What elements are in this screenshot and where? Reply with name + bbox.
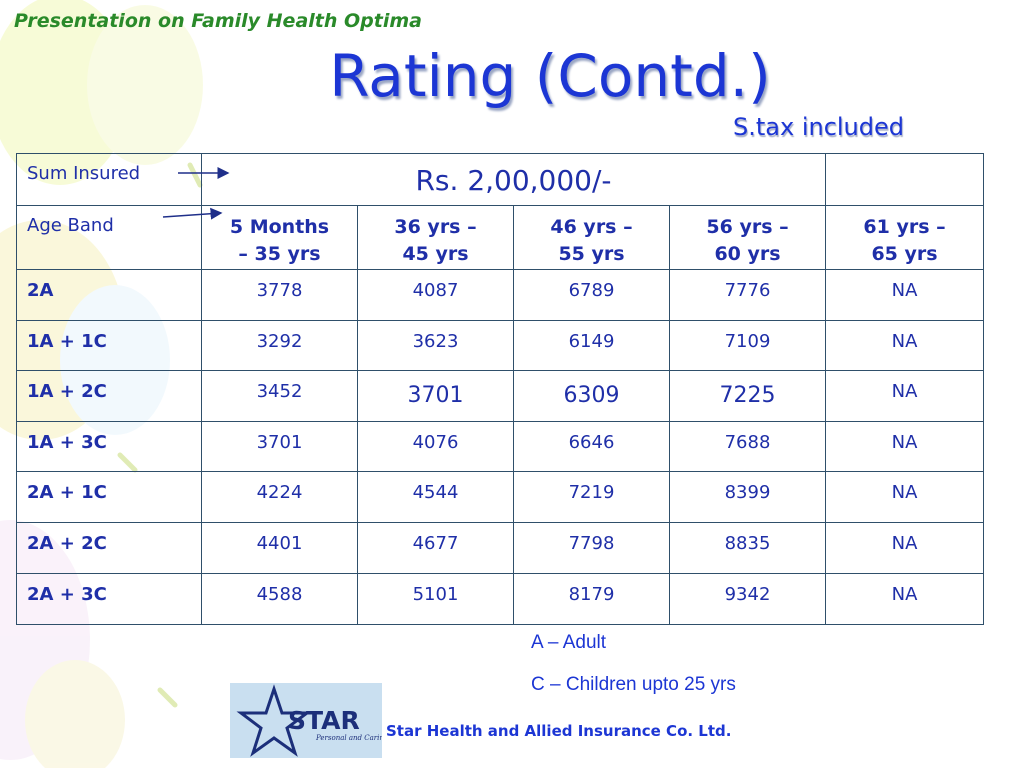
age-band-header: 56 yrs –60 yrs	[668, 205, 827, 270]
star-logo: STAR Personal and Caring	[230, 683, 389, 758]
premium-cell: 3623	[357, 320, 514, 371]
premium-cell: 6309	[513, 370, 670, 422]
premium-cell: NA	[825, 320, 985, 371]
premium-cell: 3292	[201, 320, 358, 371]
premium-cell: 3452	[201, 370, 358, 422]
premium-cell: 3778	[201, 269, 358, 321]
table-row: 2A + 2C 4401 4677 7798 8835 NA	[16, 522, 985, 574]
premium-cell: 6149	[513, 320, 670, 371]
premium-cell: 6646	[513, 421, 670, 472]
premium-cell: NA	[825, 573, 985, 625]
premium-cell: 4588	[201, 573, 358, 625]
row-label: 2A + 1C	[16, 471, 202, 523]
row-label: 2A	[16, 269, 202, 321]
table-row: 1A + 3C 3701 4076 6646 7688 NA	[16, 421, 985, 472]
premium-cell: NA	[825, 269, 985, 321]
premium-cell: NA	[825, 522, 985, 574]
premium-cell: 3701	[357, 370, 514, 422]
row-label: 1A + 1C	[16, 320, 202, 371]
table-row: 2A 3778 4087 6789 7776 NA	[16, 269, 985, 321]
empty-cell	[825, 153, 985, 206]
premium-cell: 5101	[357, 573, 514, 625]
row-label: 2A + 2C	[16, 522, 202, 574]
sum-insured-row: Sum Insured Rs. 2,00,000/-	[16, 153, 985, 206]
premium-cell: 7688	[668, 421, 827, 472]
premium-cell: 7798	[513, 522, 670, 574]
premium-cell: 7109	[668, 320, 827, 371]
premium-cell: 8399	[668, 471, 827, 523]
premium-cell: 4544	[357, 471, 514, 523]
sum-insured-label: Sum Insured	[16, 153, 202, 206]
premium-cell: 4677	[357, 522, 514, 574]
sum-insured-value: Rs. 2,00,000/-	[200, 153, 827, 206]
table-row: 1A + 2C 3452 3701 6309 7225 NA	[16, 370, 985, 422]
premium-cell: 3701	[201, 421, 358, 472]
premium-cell: NA	[825, 370, 985, 422]
premium-cell: NA	[825, 471, 985, 523]
row-label: 2A + 3C	[16, 573, 202, 625]
rating-table: Sum Insured Rs. 2,00,000/- Age Band 5 Mo…	[16, 153, 985, 625]
company-name: Star Health and Allied Insurance Co. Ltd…	[386, 722, 732, 740]
premium-cell: 9342	[668, 573, 827, 625]
premium-cell: 8179	[513, 573, 670, 625]
premium-cell: 6789	[513, 269, 670, 321]
age-band-header: 61 yrs –65 yrs	[825, 205, 985, 270]
row-label: 1A + 2C	[16, 370, 202, 422]
premium-cell: NA	[825, 421, 985, 472]
premium-cell: 7219	[513, 471, 670, 523]
legend-children: C – Children upto 25 yrs	[531, 674, 736, 695]
table-row: 2A + 1C 4224 4544 7219 8399 NA	[16, 471, 985, 523]
premium-cell: 7776	[668, 269, 827, 321]
age-band-header: 36 yrs –45 yrs	[357, 205, 514, 270]
svg-text:STAR: STAR	[288, 706, 360, 735]
slide-title: Rating (Contd.)	[329, 42, 771, 110]
age-band-header: 46 yrs –55 yrs	[513, 205, 670, 270]
star-logo-icon: STAR Personal and Caring	[236, 684, 389, 757]
premium-cell: 4401	[201, 522, 358, 574]
row-label: 1A + 3C	[16, 421, 202, 472]
premium-cell: 4076	[357, 421, 514, 472]
age-band-header: 5 Months – 35 yrs	[201, 205, 358, 270]
age-band-label: Age Band	[16, 205, 202, 270]
premium-cell: 4087	[357, 269, 514, 321]
table-row: 1A + 1C 3292 3623 6149 7109 NA	[16, 320, 985, 371]
deck-title: Presentation on Family Health Optima	[14, 10, 422, 32]
tax-note: S.tax included	[733, 113, 904, 141]
premium-cell: 4224	[201, 471, 358, 523]
legend-adult: A – Adult	[531, 632, 607, 653]
svg-text:Personal and Caring: Personal and Caring	[315, 734, 382, 742]
age-band-row: Age Band 5 Months – 35 yrs 36 yrs –45 yrs…	[16, 205, 985, 270]
table-row: 2A + 3C 4588 5101 8179 9342 NA	[16, 573, 985, 625]
premium-cell: 8835	[668, 522, 827, 574]
premium-cell: 7225	[668, 370, 827, 422]
